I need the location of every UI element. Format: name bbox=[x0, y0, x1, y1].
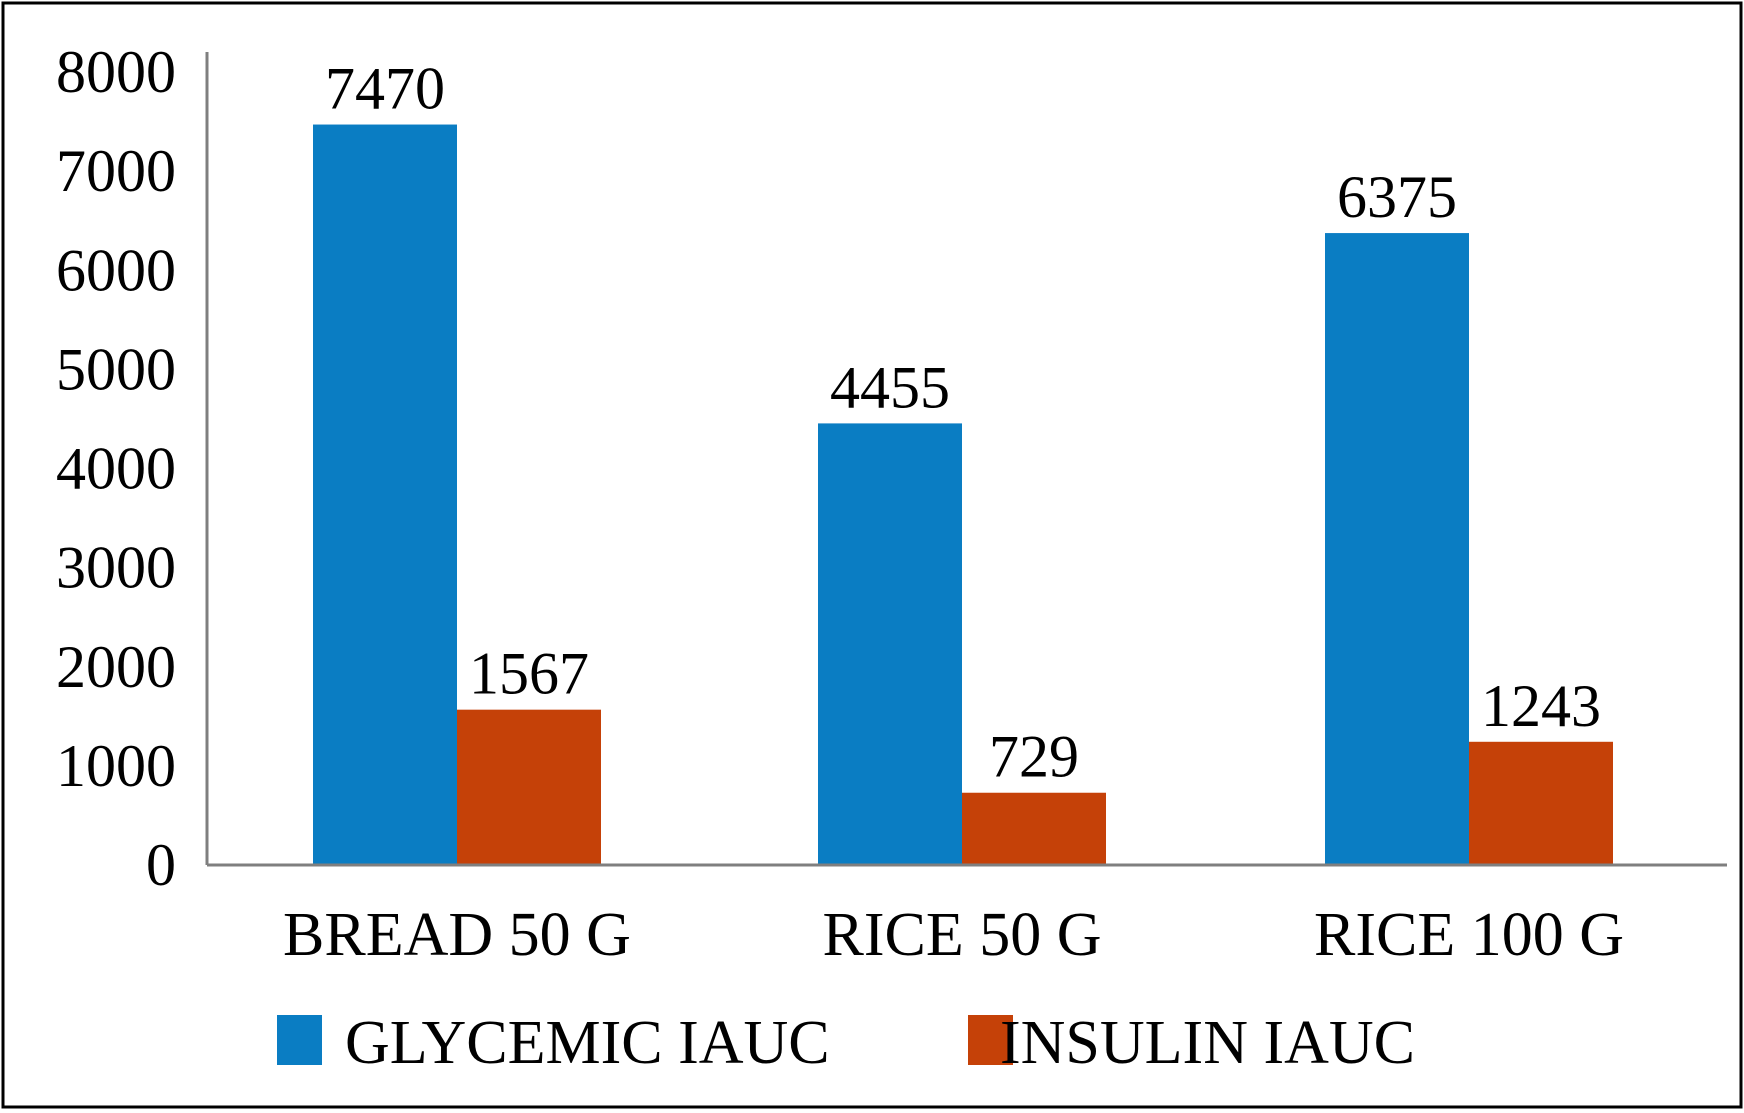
legend: GLYCEMIC IAUC INSULIN IAUC bbox=[277, 1009, 1415, 1077]
category-label: RICE 100 G bbox=[1314, 901, 1624, 969]
y-tick-label: 8000 bbox=[56, 39, 176, 105]
category-label: BREAD 50 G bbox=[283, 901, 631, 969]
data-label-insulin-0: 1567 bbox=[469, 641, 589, 707]
legend-swatch-insulin bbox=[968, 1015, 1013, 1065]
data-label-glycemic-1: 4455 bbox=[830, 354, 950, 420]
y-tick-label: 5000 bbox=[56, 336, 176, 402]
category-label: RICE 50 G bbox=[823, 901, 1102, 969]
bars-group bbox=[313, 124, 1613, 865]
y-tick-label: 2000 bbox=[56, 634, 176, 700]
y-tick-label: 7000 bbox=[56, 138, 176, 204]
data-labels-group: 7470 4455 6375 1567 729 1243 bbox=[325, 56, 1601, 790]
data-label-glycemic-2: 6375 bbox=[1337, 164, 1457, 230]
bar-glycemic-2 bbox=[1325, 233, 1469, 865]
y-axis-ticks: 0 1000 2000 3000 4000 5000 6000 7000 8000 bbox=[56, 39, 176, 898]
bar-insulin-2 bbox=[1469, 741, 1613, 865]
bar-glycemic-0 bbox=[313, 124, 457, 865]
y-tick-label: 4000 bbox=[56, 436, 176, 502]
bar-glycemic-1 bbox=[818, 423, 962, 865]
y-tick-label: 6000 bbox=[56, 237, 176, 303]
bar-insulin-0 bbox=[457, 709, 601, 865]
legend-swatch-glycemic bbox=[277, 1015, 322, 1065]
data-label-glycemic-0: 7470 bbox=[325, 56, 445, 122]
bar-insulin-1 bbox=[962, 792, 1106, 865]
y-tick-label: 3000 bbox=[56, 535, 176, 601]
legend-label-insulin: INSULIN IAUC bbox=[1000, 1009, 1415, 1077]
x-axis-categories: BREAD 50 G RICE 50 G RICE 100 G bbox=[283, 901, 1624, 969]
legend-label-glycemic: GLYCEMIC IAUC bbox=[345, 1009, 830, 1077]
data-label-insulin-1: 729 bbox=[989, 724, 1079, 790]
y-tick-label: 0 bbox=[146, 832, 176, 898]
data-label-insulin-2: 1243 bbox=[1481, 673, 1601, 739]
y-tick-label: 1000 bbox=[56, 733, 176, 799]
